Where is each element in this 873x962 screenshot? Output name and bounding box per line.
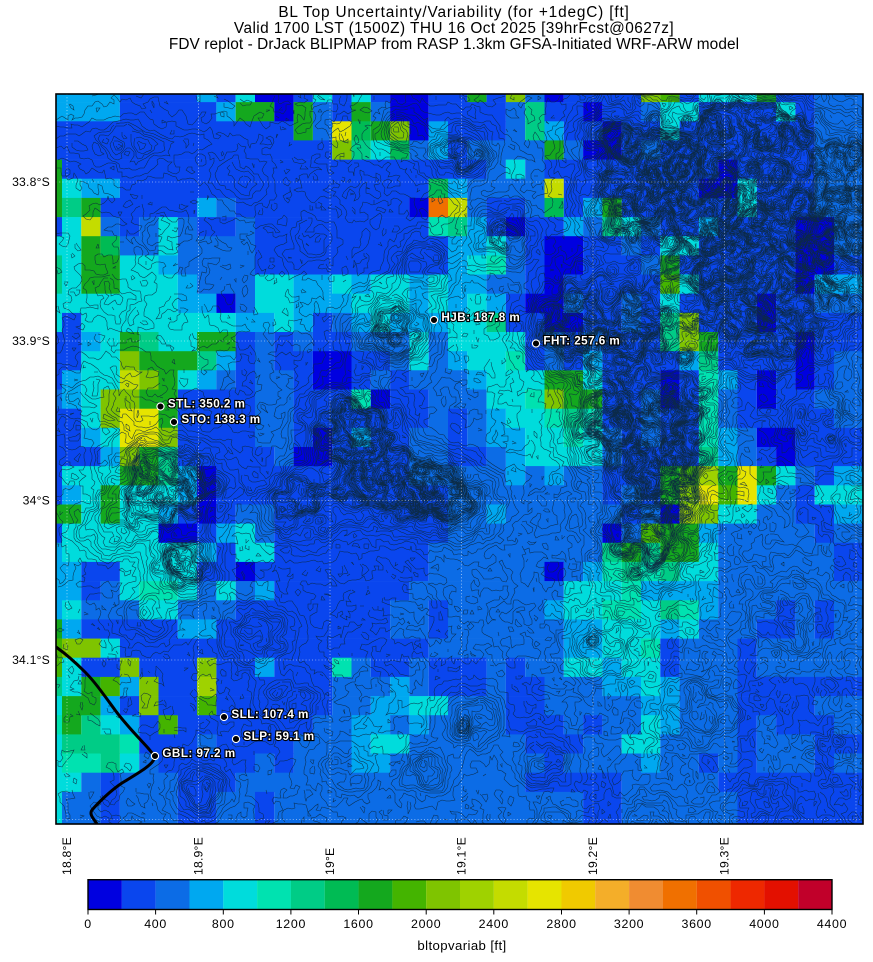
- svg-text:18.9°E: 18.9°E: [192, 837, 206, 875]
- svg-text:4000: 4000: [749, 917, 779, 931]
- svg-text:19°E: 19°E: [323, 848, 337, 875]
- svg-text:800: 800: [212, 917, 235, 931]
- svg-text:33.9°S: 33.9°S: [12, 334, 50, 348]
- svg-text:400: 400: [144, 917, 167, 931]
- svg-text:FHT: 257.6 m: FHT: 257.6 m: [543, 334, 620, 347]
- svg-text:34.1°S: 34.1°S: [12, 653, 50, 667]
- svg-text:18.8°E: 18.8°E: [60, 837, 74, 875]
- svg-text:4400: 4400: [817, 917, 847, 931]
- svg-text:STL: 350.2 m: STL: 350.2 m: [168, 397, 246, 410]
- svg-text:33.8°S: 33.8°S: [12, 175, 50, 189]
- svg-text:2400: 2400: [479, 917, 509, 931]
- svg-text:GBL: 97.2 m: GBL: 97.2 m: [162, 747, 235, 760]
- svg-text:19.3°E: 19.3°E: [718, 837, 732, 875]
- svg-text:STO: 138.3 m: STO: 138.3 m: [181, 413, 260, 426]
- svg-text:2000: 2000: [411, 917, 441, 931]
- svg-text:2800: 2800: [546, 917, 576, 931]
- svg-text:bltopvariab [ft]: bltopvariab [ft]: [417, 938, 506, 953]
- svg-text:1600: 1600: [343, 917, 373, 931]
- svg-text:3200: 3200: [614, 917, 644, 931]
- svg-text:HJB: 187.8 m: HJB: 187.8 m: [441, 311, 520, 324]
- svg-text:SLL: 107.4 m: SLL: 107.4 m: [231, 708, 309, 721]
- svg-text:19.2°E: 19.2°E: [586, 837, 600, 875]
- svg-text:SLP: 59.1 m: SLP: 59.1 m: [243, 730, 314, 743]
- svg-text:34°S: 34°S: [23, 494, 50, 508]
- svg-text:19.1°E: 19.1°E: [455, 837, 469, 875]
- svg-text:1200: 1200: [276, 917, 306, 931]
- svg-text:0: 0: [84, 917, 92, 931]
- svg-text:3600: 3600: [682, 917, 712, 931]
